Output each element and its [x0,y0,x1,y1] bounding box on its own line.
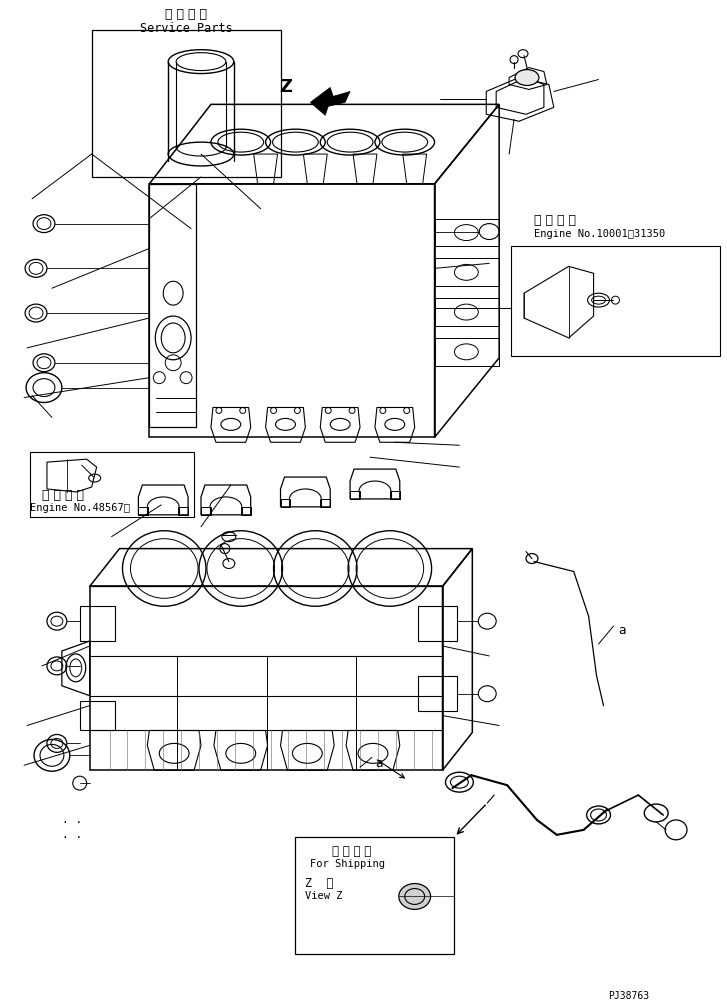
Text: Engine No.10001～31350: Engine No.10001～31350 [534,228,665,238]
Bar [295,837,454,954]
Text: a: a [619,624,626,637]
Bar [321,499,330,507]
Text: 適 用 号 機: 適 用 号 機 [42,489,84,502]
Text: 運 搬 部 品: 運 搬 部 品 [332,845,371,858]
Ellipse shape [515,69,539,85]
Text: Z: Z [279,77,292,95]
Bar [435,259,499,287]
Text: a: a [375,758,382,771]
Text: Engine No.48567～: Engine No.48567～ [30,503,130,513]
Bar [138,507,148,515]
Text: . .: . . [62,830,82,840]
Bar [390,491,400,499]
Bar [435,218,499,246]
Ellipse shape [399,884,430,910]
Bar [241,507,251,515]
Text: For Shipping: For Shipping [310,859,385,869]
Bar [89,586,443,771]
Text: 適 用 号 機: 適 用 号 機 [534,213,576,226]
Bar [350,491,360,499]
Text: PJ38763: PJ38763 [608,991,650,1001]
Text: 補 給 専 用: 補 給 専 用 [165,8,207,21]
Bar [92,30,281,177]
Bar [435,299,499,326]
Text: View Z: View Z [305,891,343,901]
Polygon shape [310,87,350,115]
Text: Service Parts: Service Parts [140,22,233,35]
Bar [511,246,720,356]
Bar [435,338,499,366]
Text: . .: . . [62,815,82,825]
Text: Z  視: Z 視 [305,877,334,890]
Bar [201,507,211,515]
Bar [30,452,194,517]
Bar [178,507,188,515]
Bar [281,499,291,507]
